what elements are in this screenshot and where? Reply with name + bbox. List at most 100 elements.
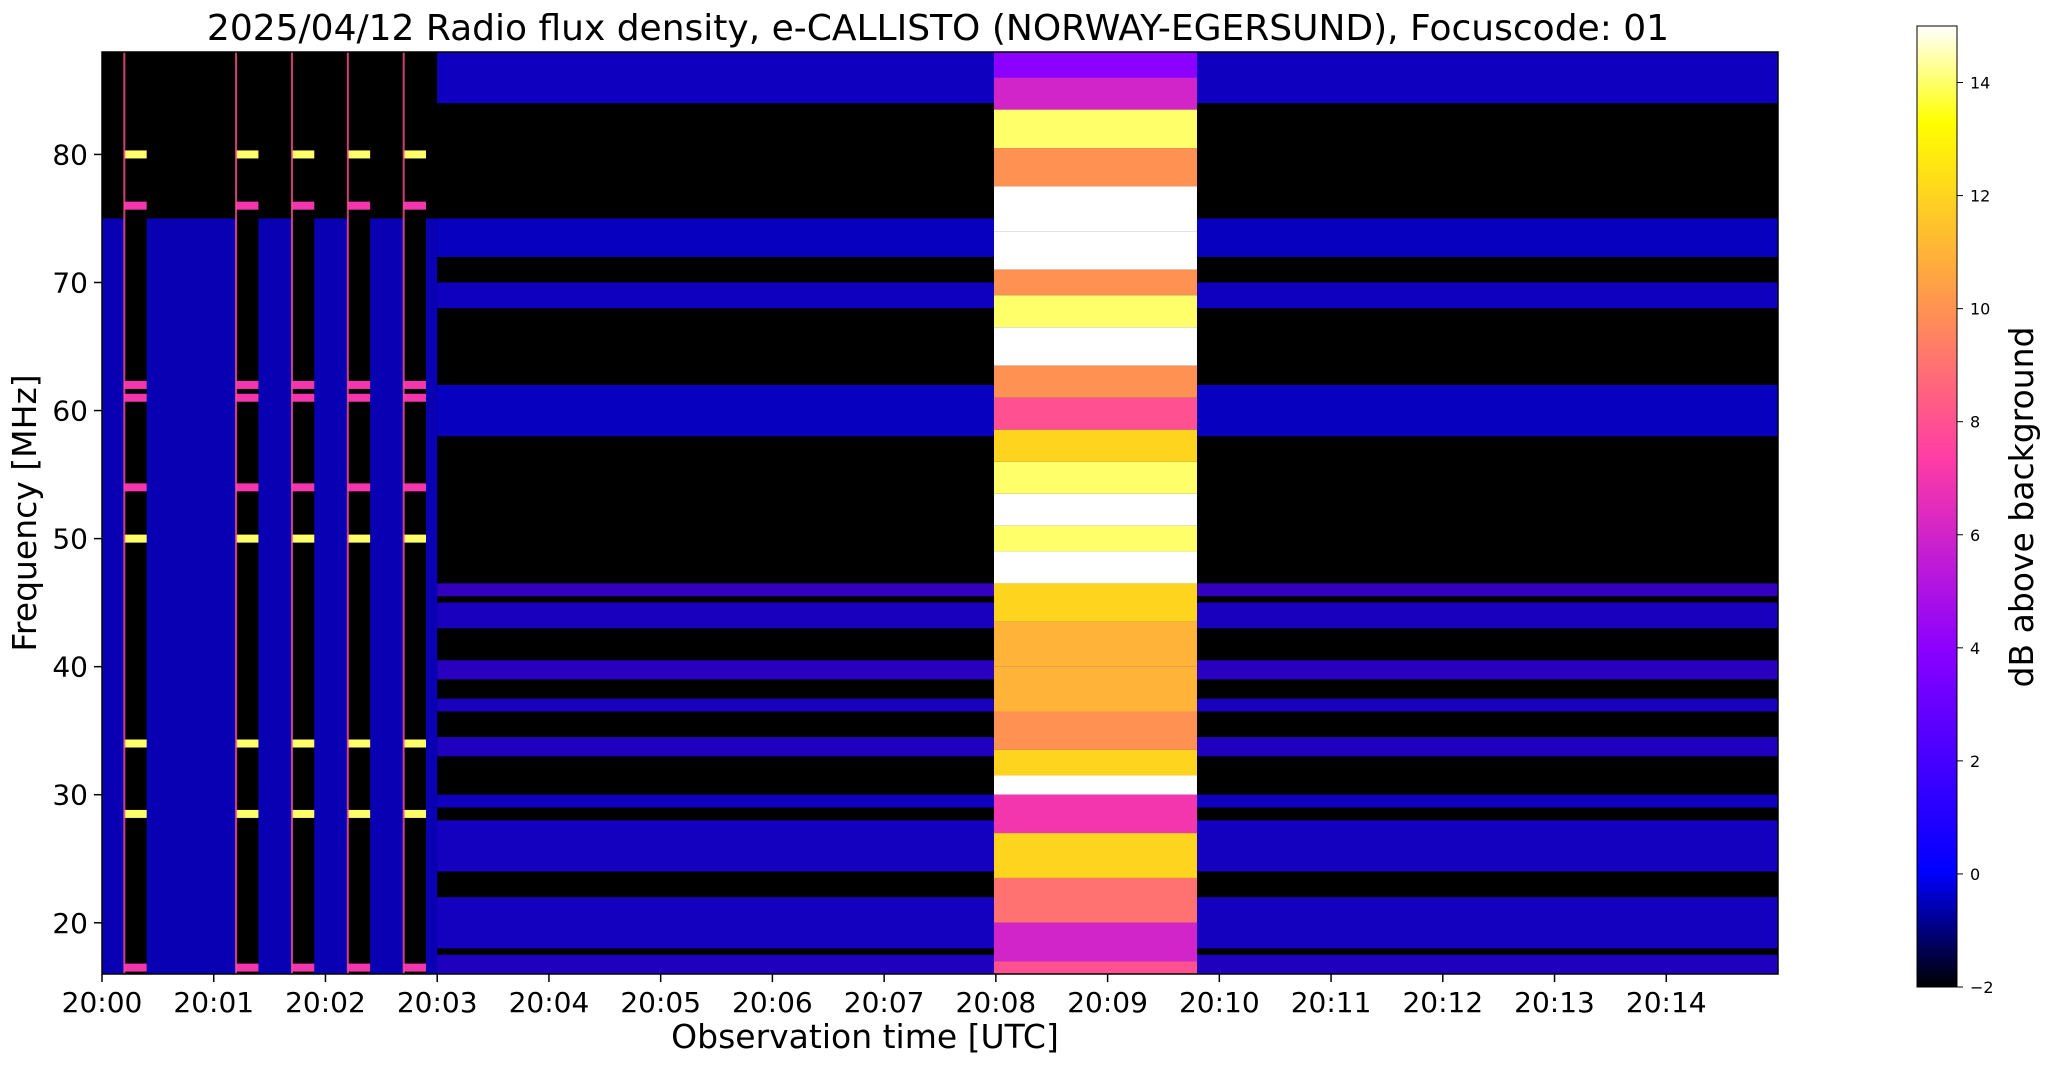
calibration-line (236, 963, 259, 972)
colorbar-tick-label: 2 (1970, 752, 1980, 771)
burst-band (994, 365, 1197, 398)
calibration-line (124, 201, 147, 210)
x-tick-label: 20:01 (173, 986, 254, 1019)
burst-band (994, 461, 1197, 494)
calibration-line (236, 483, 259, 492)
y-tick-label: 20 (52, 907, 88, 940)
y-axis: 20 30 40 50 60 70 80 (52, 138, 102, 940)
burst-band (994, 877, 1197, 923)
burst-band (994, 397, 1197, 430)
x-tick-label: 20:06 (732, 986, 813, 1019)
x-axis-label: Observation time [UTC] (671, 1017, 1059, 1056)
calibration-line (236, 534, 259, 543)
calibration-line (403, 739, 427, 748)
calibration-line (124, 963, 147, 972)
calibration-line (347, 393, 371, 402)
calibration-line (236, 809, 259, 818)
calibration-pulse (236, 52, 259, 974)
calibration-line (347, 739, 371, 748)
pulse-edge (290, 52, 293, 974)
calibration-line (291, 809, 315, 818)
colorbar-tick-label: 12 (1970, 187, 1990, 206)
colorbar-tick-label: 6 (1970, 526, 1980, 545)
calibration-line (403, 963, 427, 972)
calibration-line (124, 739, 147, 748)
spectrogram-heatmap (102, 52, 1779, 974)
x-tick-label: 20:02 (285, 986, 366, 1019)
y-tick-label: 80 (52, 138, 88, 171)
calibration-line (124, 393, 147, 402)
colorbar-label: dB above background (2002, 327, 2041, 688)
calibration-line (124, 150, 147, 159)
plot-frame (101, 51, 1779, 975)
calibration-line (291, 963, 315, 972)
x-tick-label: 20:08 (956, 986, 1037, 1019)
calibration-line (347, 483, 371, 492)
burst-band (994, 327, 1197, 366)
y-tick-label: 30 (52, 779, 88, 812)
calibration-line (403, 380, 427, 389)
burst-band (994, 621, 1197, 667)
colorbar-tick-label: 14 (1970, 74, 1990, 93)
calibration-line (124, 809, 147, 818)
calibration-line (291, 739, 315, 748)
burst-band (994, 666, 1197, 712)
calibration-line (347, 150, 371, 159)
colorbar-gradient (1916, 25, 1958, 988)
x-tick-label: 20:10 (1179, 986, 1260, 1019)
burst-band (994, 231, 1197, 270)
calibration-line (236, 150, 259, 159)
noise-band (102, 218, 438, 974)
burst-band (994, 186, 1197, 232)
calibration-line (403, 483, 427, 492)
calibration-line (291, 393, 315, 402)
calibration-line (403, 534, 427, 543)
calibration-line (291, 150, 315, 159)
burst-band (994, 77, 1197, 110)
x-tick-label: 20:00 (62, 986, 143, 1019)
plot-area (101, 51, 1779, 975)
burst-band (994, 961, 1197, 974)
x-tick-label: 20:04 (509, 986, 590, 1019)
colorbar-ticks: −2 0 2 4 6 8 10 12 14 (1957, 74, 1994, 997)
calibration-pulse (124, 52, 147, 974)
calibration-line (124, 483, 147, 492)
colorbar-tick-label: 8 (1970, 413, 1980, 432)
burst-band (994, 775, 1197, 795)
calibration-line (236, 739, 259, 748)
colorbar-tick-label: 4 (1970, 639, 1980, 658)
colorbar-tick-label: 10 (1970, 300, 1990, 319)
x-tick-label: 20:07 (844, 986, 925, 1019)
calibration-line (347, 809, 371, 818)
burst-band (994, 794, 1197, 834)
x-tick-label: 20:13 (1514, 986, 1595, 1019)
calibration-line (291, 483, 315, 492)
y-axis-label: Frequency [MHz] (5, 374, 44, 651)
burst-band (994, 148, 1197, 187)
burst-band (994, 493, 1197, 526)
burst-band (994, 429, 1197, 462)
calibration-line (291, 380, 315, 389)
colorbar-tick-label: −2 (1970, 978, 1994, 997)
calibration-line (403, 150, 427, 159)
x-axis: 20:00 20:01 20:02 20:03 20:04 20:05 20:06 20:07… (62, 974, 1707, 1019)
calibration-line (403, 809, 427, 818)
y-tick-label: 70 (52, 267, 88, 300)
x-tick-label: 20:12 (1402, 986, 1483, 1019)
x-tick-label: 20:14 (1626, 986, 1707, 1019)
calibration-pulse (347, 52, 371, 974)
burst-band (994, 52, 1197, 78)
pulse-edge (402, 52, 405, 974)
burst-band (994, 295, 1197, 328)
x-tick-label: 20:11 (1291, 986, 1372, 1019)
calibration-pulse (291, 52, 315, 974)
burst-band (994, 583, 1197, 622)
calibration-line (347, 380, 371, 389)
pulse-edge (346, 52, 349, 974)
burst-band (994, 109, 1197, 149)
y-tick-label: 50 (52, 523, 88, 556)
pulse-edge (123, 52, 126, 974)
burst-band (994, 551, 1197, 584)
